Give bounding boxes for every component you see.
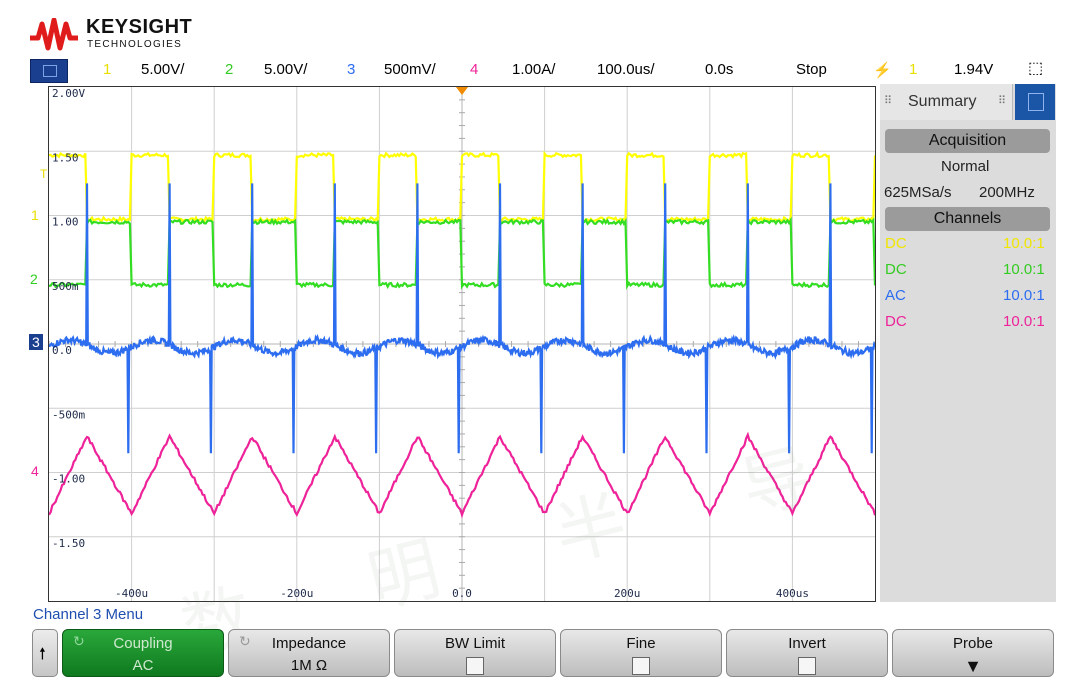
fine-checkbox[interactable] [632,657,650,675]
ch4-probe: 10.0:1 [1003,313,1045,330]
up-arrow-icon: 🠕 [39,644,46,663]
invert-checkbox[interactable] [798,657,816,675]
y-tick-label: 1.50 [52,151,79,164]
timebase[interactable]: 100.0us/ [597,61,655,78]
coupling-label: Coupling [113,635,173,652]
coupling-softkey[interactable]: ↻ Coupling AC [62,629,224,677]
y-tick-label: 2.00V [52,87,85,100]
ch3-number[interactable]: 3 [347,61,356,78]
invert-softkey[interactable]: Invert [726,629,888,677]
keysight-logo-icon [30,18,78,51]
bw-limit-softkey[interactable]: BW Limit [394,629,556,677]
ch2-probe: 10.0:1 [1003,261,1045,278]
ch4-ground-marker[interactable]: 4 [31,463,39,479]
ch3-scale[interactable]: 500mV/ [384,61,436,78]
rotate-knob-icon: ↻ [73,633,85,649]
y-tick-label: -500m [52,408,85,421]
x-tick-label: 200u [614,587,641,600]
submenu-arrow-icon: ▼ [964,656,982,676]
x-tick-label: 400us [776,587,809,600]
coupling-value: AC [132,657,154,674]
status-bar: 1 5.00V/ 2 5.00V/ 3 500mV/ 4 1.00A/ 100.… [0,57,1091,83]
ch4-number[interactable]: 4 [470,61,479,78]
x-tick-label: -200u [280,587,313,600]
ch2-trace [49,216,875,290]
ch1-probe: 10.0:1 [1003,235,1045,252]
grip-icon: ⠿ [884,94,893,107]
ch3-probe: 10.0:1 [1003,287,1045,304]
fine-softkey[interactable]: Fine [560,629,722,677]
run-state: Stop [796,61,827,78]
fine-label: Fine [626,635,656,652]
y-tick-label: -1.00 [52,473,85,486]
ch1-scale[interactable]: 5.00V/ [141,61,185,78]
ch2-number[interactable]: 2 [225,61,234,78]
grip-icon: ⠿ [998,94,1007,107]
waveform-plot: 2.00V 1.50 1.00 500m 0.0 -500m -1.00 -1.50 -400u… [49,87,875,601]
tab-summary-label: Summary [908,93,977,110]
acquisition-header: Acquisition [885,129,1050,153]
invert-label: Invert [788,635,826,652]
impedance-value: 1M Ω [290,657,328,674]
y-tick-label: 500m [52,280,79,293]
waveform-display[interactable]: 2.00V 1.50 1.00 500m 0.0 -500m -1.00 -1.50 -400u… [48,86,1056,670]
ch1-number[interactable]: 1 [103,61,112,78]
ch2-scale[interactable]: 5.00V/ [264,61,308,78]
probe-label: Probe [952,635,994,652]
ch4-trace [49,431,875,519]
sample-rate: 625MSa/s [884,184,952,201]
ch3-trace [49,183,875,454]
trigger-channel[interactable]: 1 [909,61,918,78]
menu-title: Channel 3 Menu [33,606,144,623]
impedance-label: Impedance [271,635,347,652]
trigger-level-marker[interactable]: T [40,167,48,181]
x-tick-label: 0.0 [452,587,472,600]
trigger-edge-icon: ⚡ [873,62,892,79]
run-control-button[interactable] [30,59,68,83]
y-tick-label: -1.50 [52,537,85,550]
probe-softkey[interactable]: Probe ▼ [892,629,1054,677]
side-panel [880,84,1056,602]
panel-display-icon[interactable] [1015,84,1055,120]
y-tick-label: 1.00 [52,216,79,229]
x-tick-label: -400u [115,587,148,600]
brand-name: KEYSIGHT [86,16,193,38]
impedance-softkey[interactable]: ↻ Impedance 1M Ω [228,629,390,677]
bw-limit-checkbox[interactable] [466,657,484,675]
acquisition-mode: Normal [941,158,990,175]
y-tick-label: 0.0 [52,344,72,357]
bw-limit-label: BW Limit [445,635,505,652]
ch1-ground-marker[interactable]: 1 [31,207,39,223]
ch4-scale[interactable]: 1.00A/ [512,61,556,78]
brand-sub: TECHNOLOGIES [87,39,183,50]
tab-summary[interactable]: ⠿ Summary ⠿ [880,84,1013,120]
menu-back-button[interactable]: 🠕 [32,629,58,677]
ch1-coupling: DC [885,235,907,252]
trigger-position-marker [456,87,468,95]
zoom-select-icon[interactable]: ⬚ [1028,60,1044,77]
delay[interactable]: 0.0s [705,61,734,78]
rotate-knob-icon: ↻ [239,633,251,649]
ch2-coupling: DC [885,261,907,278]
ch2-ground-marker[interactable]: 2 [30,271,38,287]
bandwidth: 200MHz [979,184,1035,201]
ch3-coupling: AC [885,287,906,304]
ch4-coupling: DC [885,313,907,330]
channels-header: Channels [885,207,1050,231]
trigger-level[interactable]: 1.94V [954,61,994,78]
ch3-ground-marker[interactable]: 3 [29,334,43,350]
